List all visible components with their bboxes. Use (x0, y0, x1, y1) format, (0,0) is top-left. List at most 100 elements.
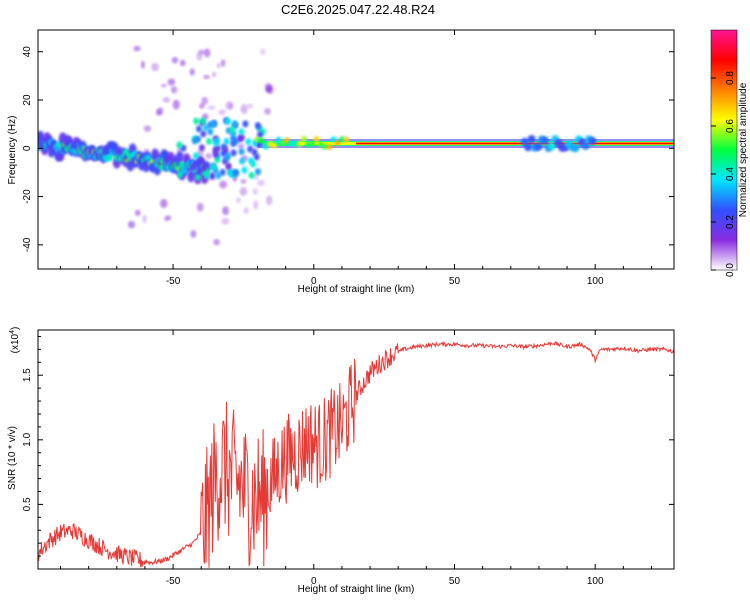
heatmap-cell (238, 148, 245, 156)
heatmap-cell (547, 141, 556, 150)
heatmap-x-tick-label: 0 (311, 276, 317, 287)
heatmap-cell (209, 172, 216, 180)
colorbar-tick-label: 0.0 (725, 263, 736, 277)
heatmap-cell (233, 169, 240, 177)
heatmap-cell (334, 139, 341, 146)
heatmap-cell (177, 171, 183, 179)
heatmap-cell (223, 154, 230, 162)
heatmap-cell (194, 160, 201, 168)
heatmap-cell (236, 135, 243, 143)
heatmap-cell (240, 179, 247, 184)
heatmap-cell (271, 142, 278, 149)
snr-x-axis-label: Height of straight line (km) (298, 584, 415, 595)
heatmap-cell (231, 120, 238, 128)
colorbar-tick-label: 0.4 (725, 167, 736, 181)
heatmap-cell (309, 140, 316, 147)
snr-x-ticks: -50 0 50 100 (60, 330, 652, 587)
heatmap-cell (266, 195, 273, 206)
heatmap-cell (245, 138, 252, 146)
heatmap-panel: -50 0 50 100 40 20 0 -20 -40 Height of straight… (7, 29, 675, 295)
colorbar: 0.0 0.2 0.4 0.6 0.8 Normalized spectral ampl… (710, 29, 749, 277)
snr-y-tick-label: 1.0 (22, 432, 33, 446)
heatmap-cell (322, 143, 328, 150)
heatmap-cell (204, 48, 211, 58)
heatmap-cell (196, 202, 204, 212)
heatmap-x-axis-label: Height of straight line (km) (298, 284, 415, 295)
heatmap-cell (313, 136, 320, 142)
heatmap-cell (541, 136, 550, 145)
heatmap-cell (218, 109, 226, 116)
heatmap-x-tick-label: 100 (587, 276, 604, 287)
heatmap-y-tick-label: 40 (22, 46, 33, 58)
heatmap-cell (133, 45, 141, 52)
heatmap-cell (252, 188, 259, 195)
heatmap-cell (248, 171, 255, 179)
heatmap-cell (192, 152, 199, 160)
snr-x-tick-label: 0 (311, 576, 317, 587)
heatmap-cell (240, 104, 248, 115)
snr-y-tick-label: 0.5 (22, 497, 33, 511)
heatmap-x-tick-label: -50 (166, 276, 181, 287)
heatmap-cell (258, 137, 265, 144)
colorbar-tick-label: 0.2 (725, 215, 736, 229)
heatmap-cell (219, 180, 228, 189)
heatmap-cell (571, 144, 580, 153)
heatmap-cell (330, 136, 337, 143)
figure-title: C2E6.2025.047.22.48.R24 (281, 2, 435, 17)
colorbar-ticks: 0.0 0.2 0.4 0.6 0.8 (711, 71, 736, 277)
snr-y-tick-label: 1.5 (22, 368, 33, 382)
heatmap-cell (229, 126, 236, 134)
heatmap-cell (205, 153, 213, 159)
snr-multiplier: (x104) (9, 327, 21, 354)
heatmap-cell (225, 101, 233, 111)
heatmap-cell (134, 209, 141, 216)
heatmap-cell (155, 108, 162, 116)
heatmap-cell (246, 103, 254, 109)
heatmap-cell (201, 96, 209, 105)
heatmap-cell (162, 97, 171, 103)
heatmap-cell (189, 68, 195, 76)
heatmap-cell (242, 120, 249, 128)
colorbar-label: Normalized spectral amplitude (738, 82, 749, 217)
heatmap-cell (181, 165, 188, 173)
heatmap-cell (223, 137, 230, 145)
heatmap-y-ticks: 40 20 0 -20 -40 (22, 46, 674, 252)
heatmap-cell (210, 163, 217, 171)
heatmap-cell (167, 215, 172, 221)
heatmap-cell (255, 168, 261, 176)
heatmap-cell (207, 128, 214, 136)
heatmap-cell (247, 145, 254, 153)
heatmap-cell (191, 137, 198, 145)
heatmap-blobs (38, 45, 674, 246)
heatmap-cell (254, 122, 261, 129)
heatmap-cell (107, 154, 113, 161)
snr-multiplier-base: (x10 (10, 333, 21, 353)
heatmap-cell (198, 144, 205, 152)
heatmap-y-tick-label: -20 (22, 189, 33, 204)
heatmap-cell (196, 167, 203, 175)
heatmap-cell (230, 149, 237, 157)
heatmap-x-ticks: -50 0 50 100 (60, 30, 652, 287)
heatmap-cell (326, 143, 333, 150)
heatmap-cell (219, 168, 226, 176)
heatmap-cell (213, 238, 220, 246)
heatmap-cell (151, 62, 159, 72)
heatmap-cell (143, 125, 151, 132)
heatmap-cell (248, 157, 254, 165)
heatmap-cell (264, 107, 271, 115)
heatmap-cell (206, 137, 213, 145)
heatmap-cell (534, 142, 543, 151)
heatmap-cell (214, 137, 220, 145)
snr-multiplier-close: ) (10, 327, 21, 330)
heatmap-cell (257, 131, 263, 139)
snr-multiplier-exp: 4 (9, 330, 16, 334)
heatmap-cell (259, 48, 266, 55)
heatmap-cell (300, 136, 307, 142)
heatmap-cell (239, 157, 246, 165)
heatmap-cell (206, 121, 213, 129)
heatmap-cell (207, 105, 216, 110)
heatmap-cell (257, 179, 265, 186)
heatmap-cell (253, 200, 259, 210)
heatmap-y-axis-label: Frequency (Hz) (7, 116, 18, 185)
colorbar-tick-label: 0.6 (725, 119, 736, 133)
